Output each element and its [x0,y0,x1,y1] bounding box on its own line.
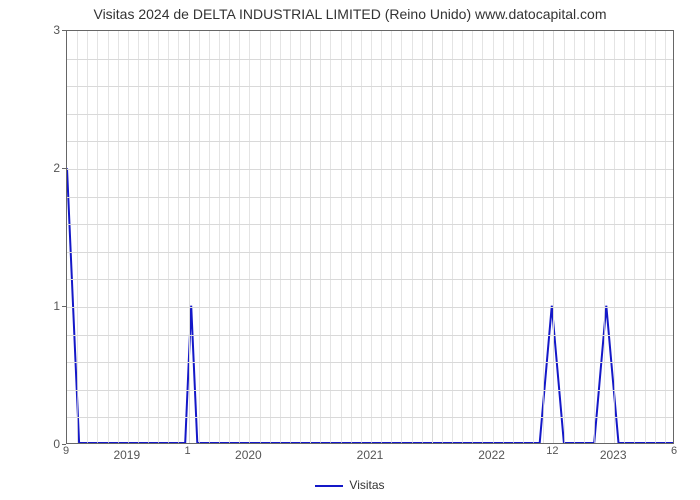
data-point-label: 9 [63,445,69,457]
v-grid [553,31,554,443]
v-grid-minor [381,31,382,443]
y-tick-label: 1 [30,299,60,313]
v-grid-minor [482,31,483,443]
data-point-label: 12 [546,445,558,457]
v-grid-minor [260,31,261,443]
v-grid-minor [168,31,169,443]
y-tick-mark [62,168,66,169]
v-grid-minor [624,31,625,443]
v-grid-minor [665,31,666,443]
chart-title: Visitas 2024 de DELTA INDUSTRIAL LIMITED… [0,6,700,22]
v-grid-minor [158,31,159,443]
v-grid-minor [77,31,78,443]
v-grid-minor [118,31,119,443]
v-grid-minor [645,31,646,443]
legend-label: Visitas [349,478,384,492]
v-grid-minor [128,31,129,443]
v-grid-minor [97,31,98,443]
v-grid-minor [270,31,271,443]
v-grid-minor [219,31,220,443]
y-tick-label: 3 [30,23,60,37]
y-tick-label: 2 [30,161,60,175]
v-grid-minor [634,31,635,443]
x-year-label: 2020 [235,448,262,462]
v-grid-minor [229,31,230,443]
data-point-label: 6 [671,445,677,457]
v-grid-minor [300,31,301,443]
v-grid [189,31,190,443]
y-tick-mark [62,30,66,31]
v-grid-minor [462,31,463,443]
v-grid-minor [543,31,544,443]
v-grid-minor [290,31,291,443]
v-grid-minor [533,31,534,443]
v-grid-minor [493,31,494,443]
legend-swatch [315,485,343,487]
v-grid [310,31,311,443]
plot-area [66,30,674,444]
v-grid-minor [199,31,200,443]
x-year-label: 2023 [600,448,627,462]
v-grid-minor [604,31,605,443]
legend: Visitas [0,478,700,492]
v-grid-minor [472,31,473,443]
y-tick-mark [62,306,66,307]
v-grid-minor [391,31,392,443]
v-grid-minor [280,31,281,443]
chart-wrap: { "chart": { "type": "line", "title": "V… [0,0,700,500]
v-grid-minor [452,31,453,443]
v-grid-minor [87,31,88,443]
v-grid-minor [523,31,524,443]
v-grid-minor [148,31,149,443]
v-grid-minor [330,31,331,443]
v-grid-minor [178,31,179,443]
v-grid-minor [341,31,342,443]
v-grid-minor [320,31,321,443]
v-grid-minor [564,31,565,443]
x-year-label: 2019 [113,448,140,462]
v-grid-minor [422,31,423,443]
v-grid-minor [442,31,443,443]
v-grid-minor [361,31,362,443]
v-grid-minor [503,31,504,443]
v-grid-minor [351,31,352,443]
v-grid-minor [513,31,514,443]
v-grid-minor [138,31,139,443]
v-grid-minor [655,31,656,443]
v-grid-minor [401,31,402,443]
v-grid [432,31,433,443]
v-grid-minor [584,31,585,443]
v-grid-minor [412,31,413,443]
v-grid-minor [108,31,109,443]
v-grid-minor [249,31,250,443]
data-point-label: 1 [185,445,191,457]
x-year-label: 2022 [478,448,505,462]
v-grid-minor [574,31,575,443]
v-grid-minor [239,31,240,443]
v-grid-minor [371,31,372,443]
v-grid-minor [209,31,210,443]
v-grid-minor [594,31,595,443]
x-year-label: 2021 [357,448,384,462]
v-grid-minor [614,31,615,443]
y-tick-label: 0 [30,437,60,451]
